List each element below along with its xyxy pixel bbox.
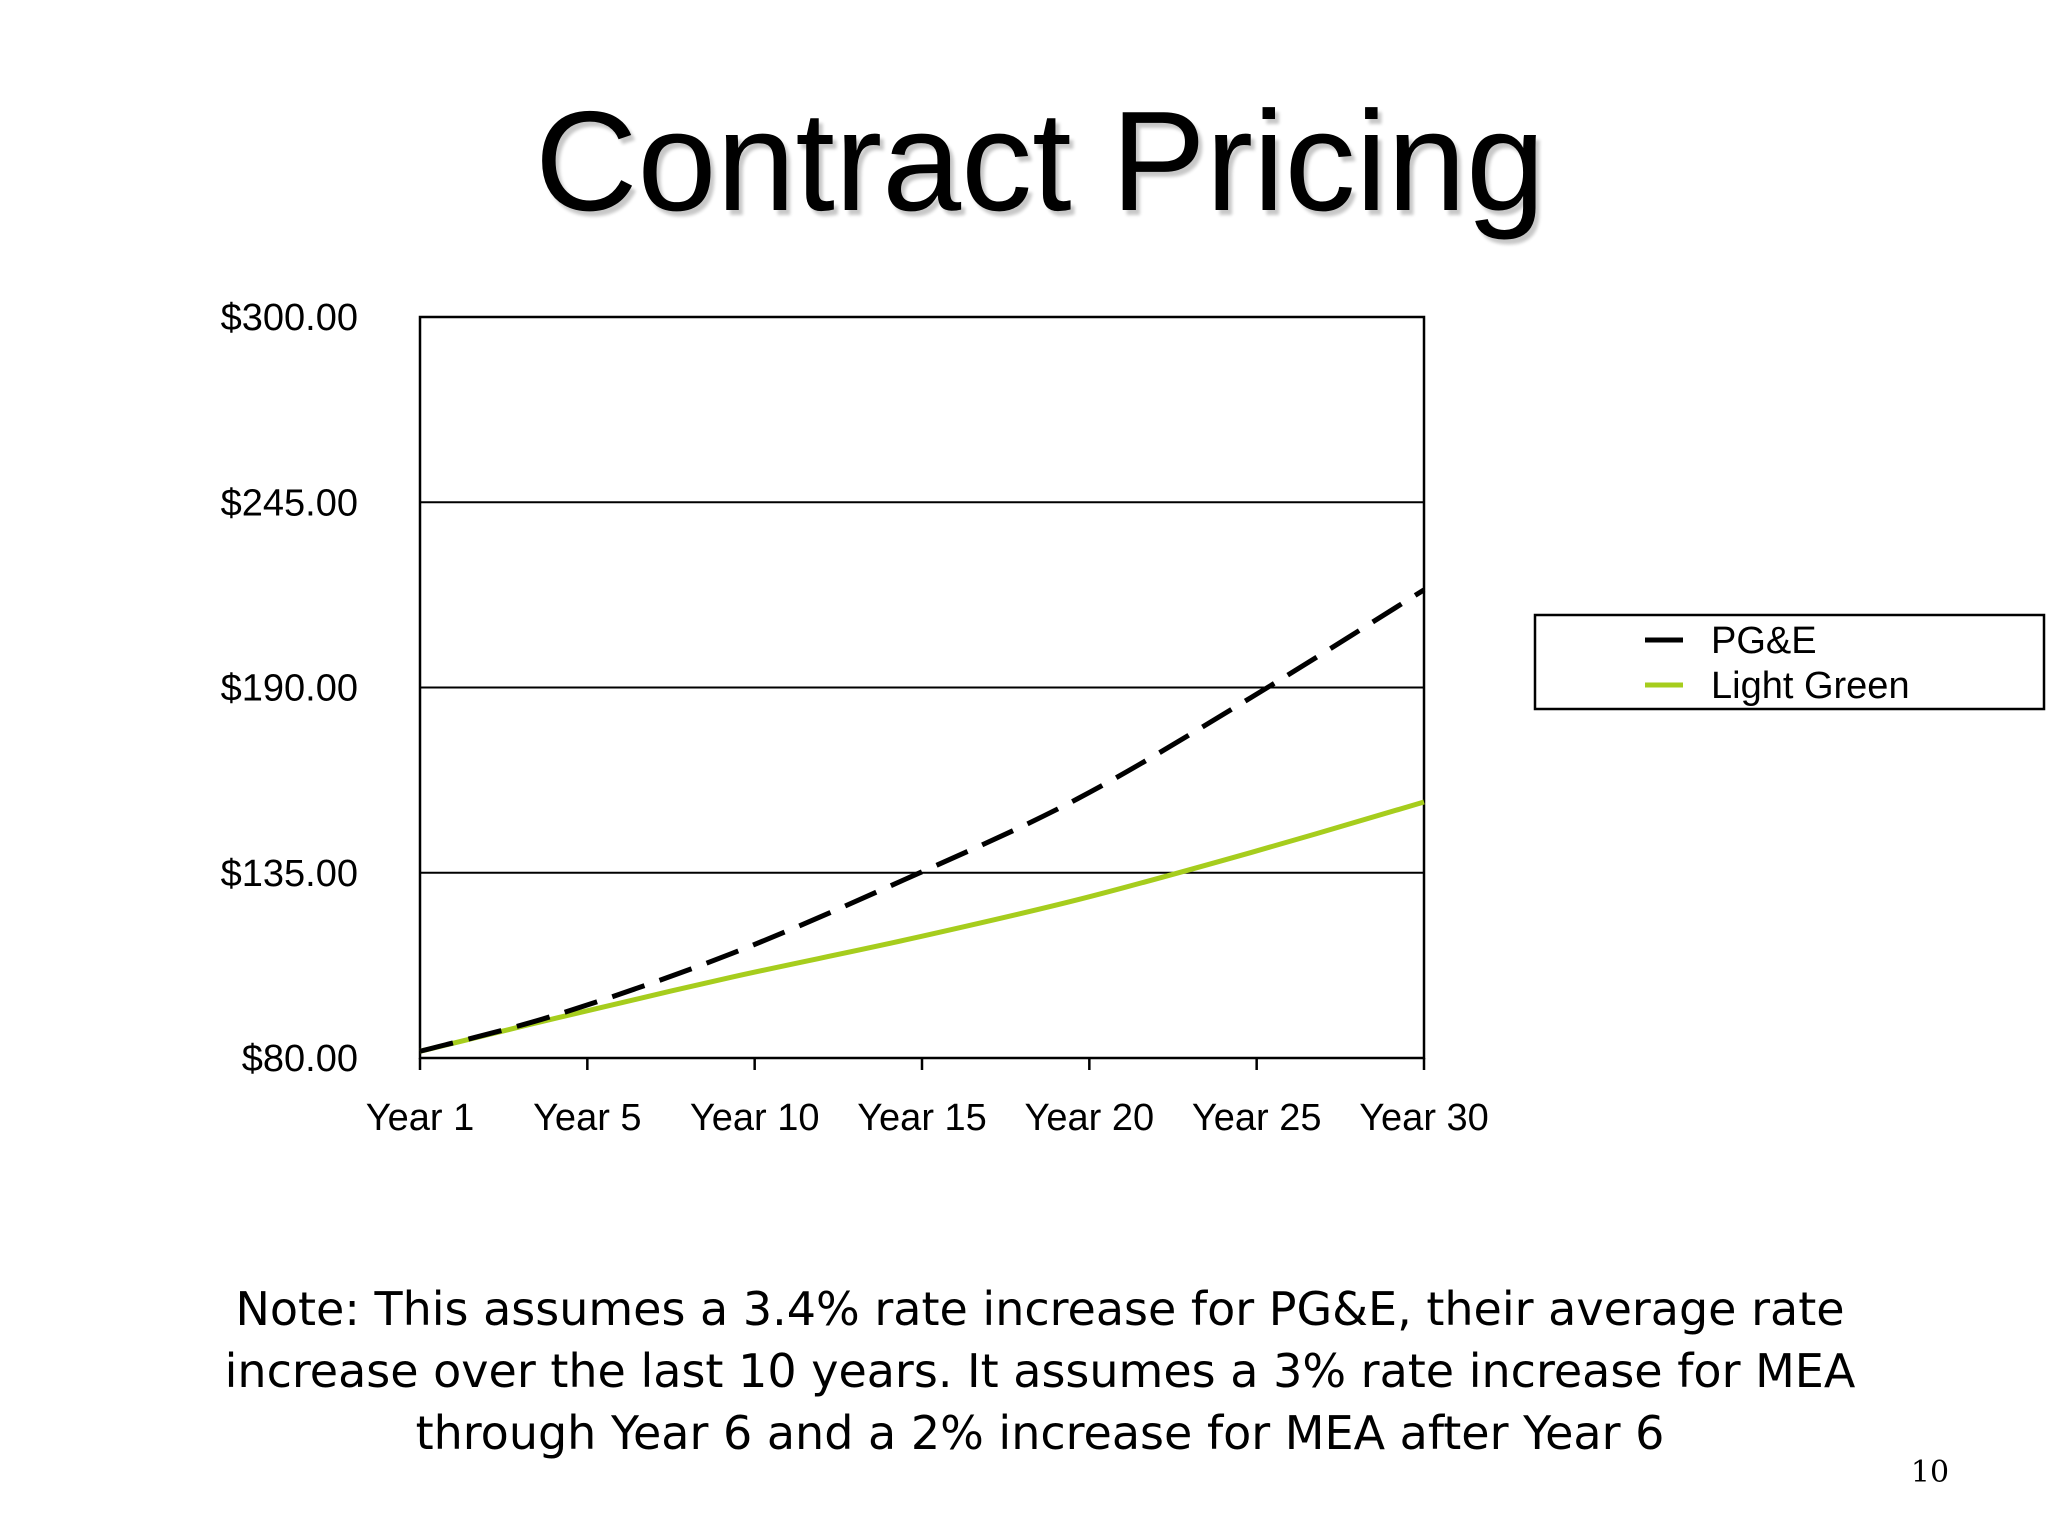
y-tick-label: $135.00 bbox=[221, 853, 358, 895]
x-tick-label: Year 1 bbox=[366, 1097, 474, 1139]
gridlines bbox=[420, 316, 1424, 1059]
legend-label: PG&E bbox=[1711, 620, 1817, 662]
slide-title: Contract Pricing bbox=[534, 82, 1546, 241]
page-number: 10 bbox=[1910, 1455, 1950, 1490]
series-lines bbox=[419, 587, 1426, 1054]
footnote: Note: This assumes a 3.4% rate increase … bbox=[224, 1282, 1856, 1460]
x-tick-label: Year 25 bbox=[1192, 1097, 1322, 1139]
series-line-pg-e bbox=[419, 587, 1426, 1054]
x-tick-label: Year 20 bbox=[1025, 1097, 1155, 1139]
x-axis: Year 1 Year 5 Year 10 Year 15 Year 20 Year 25… bbox=[366, 1058, 1489, 1139]
legend-label: Light Green bbox=[1711, 665, 1910, 707]
x-tick-label: Year 30 bbox=[1359, 1097, 1489, 1139]
x-tick-label: Year 5 bbox=[533, 1097, 641, 1139]
y-tick-label: $300.00 bbox=[221, 297, 358, 339]
y-tick-label: $190.00 bbox=[221, 668, 358, 710]
y-tick-label: $80.00 bbox=[242, 1038, 358, 1080]
x-tick-label: Year 10 bbox=[690, 1097, 820, 1139]
y-tick-label: $245.00 bbox=[221, 482, 358, 524]
x-tick-label: Year 15 bbox=[857, 1097, 987, 1139]
y-axis: $80.00 $135.00 $190.00 $245.00 $300.00 bbox=[221, 297, 358, 1080]
legend-box bbox=[1533, 613, 2046, 711]
series-line-light-green bbox=[419, 799, 1425, 1054]
